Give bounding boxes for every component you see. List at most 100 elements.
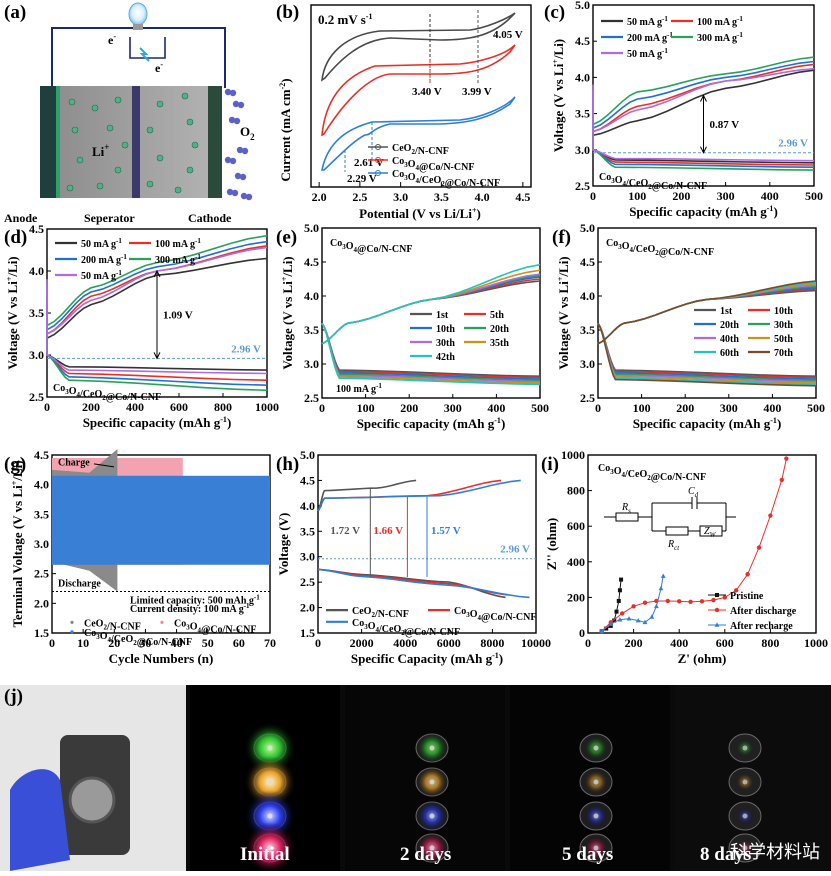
xtick-label: 30 (139, 636, 151, 650)
legend-text: 300 mA g-1 (697, 31, 743, 44)
panel-d-label: (d) (4, 227, 27, 248)
xtick-label: 200 (672, 189, 690, 203)
li-ion (146, 126, 154, 134)
led-core (593, 745, 599, 751)
y-axis-label: Terminal Voltage (V vs Li+/Li) (10, 460, 25, 627)
ytick-label: 2.5 (304, 391, 319, 405)
ytick-label: 400 (567, 555, 585, 569)
ytick-label: 3.0 (575, 143, 590, 157)
o2-atom (245, 193, 253, 201)
nyquist-line (601, 458, 787, 632)
nyquist-point (677, 599, 682, 604)
ytick-label: 4.5 (34, 448, 49, 462)
separator-label: Seperator (84, 211, 135, 225)
gap-arrow-down (700, 146, 707, 154)
panel-e-frame (321, 227, 541, 399)
nyquist-point (665, 598, 670, 604)
nyquist-point (745, 572, 750, 577)
li-ions (66, 92, 199, 194)
legend-text: 100 mA g-1 (697, 15, 743, 28)
xtick-label: 50 (202, 636, 214, 650)
legend-text: CeO2/N-CNF (352, 606, 409, 620)
nyquist-point (635, 617, 641, 623)
ytick-label: 3.5 (580, 323, 595, 337)
gap-label: 1.09 V (163, 310, 193, 322)
sample-label: Co3O4/CeO2@Co/N-CNF (53, 383, 161, 403)
peak-405: 4.05 V (493, 29, 523, 41)
o2-atom (234, 172, 242, 180)
xtick-label: 6000 (437, 636, 461, 650)
circuit-rct (665, 526, 689, 536)
legend-text: 10th (774, 306, 793, 317)
sample-label: Co3O4/CeO2@Co/N-CNF (598, 463, 706, 483)
separator-plate (132, 86, 140, 198)
sample-label: Co3O4/CeO2@Co/N-CNF (606, 238, 714, 258)
charge-curve (597, 280, 817, 345)
b-xtick-label: 3.5 (434, 190, 449, 204)
li-ion (181, 92, 189, 100)
nyquist-point (784, 456, 789, 461)
led-core (267, 845, 273, 851)
li-ion (191, 141, 199, 149)
ytick-label: 2.0 (34, 596, 49, 610)
peak-261: 2.61 V (354, 157, 384, 169)
lightning-icon (139, 47, 150, 62)
nyquist-point (617, 617, 623, 622)
nyquist-point (756, 545, 762, 550)
charge-curve (321, 263, 541, 345)
led-core (742, 845, 748, 851)
circuit-wire (638, 502, 736, 532)
xtick-label: 300 (444, 401, 462, 415)
charge-curve (317, 479, 521, 512)
xtick-label: 300 (717, 189, 735, 203)
panel-c: (c) 0 100 200 300 400 500 2.5 3.0 3.5 4.0 4.5 5.0 2.9… (544, 0, 823, 219)
discharge-curve (597, 322, 817, 387)
xtick-label: 500 (807, 401, 825, 415)
led-core (593, 845, 599, 851)
led-core (429, 813, 435, 819)
li-ion (71, 126, 79, 134)
o2-atom (229, 89, 237, 97)
b-legend-text: Co3O4@Co/N-CNF (392, 156, 474, 173)
xtick-label: 600 (170, 400, 188, 414)
legend-text: 40th (720, 334, 739, 345)
panel-b-ylabel: Current (mA cm-2) (278, 78, 293, 181)
li-ion (68, 98, 76, 106)
panel-b: (b) 2.0 2.5 3.0 3.5 4.0 4.5 0.2 mV s-1 4.05 V… (276, 2, 532, 221)
li-ion (114, 96, 122, 104)
ytick-label: 3.0 (304, 357, 319, 371)
legend-text: 70th (774, 348, 793, 359)
nyquist-point (617, 588, 622, 593)
o2-atom (237, 101, 245, 109)
panel-i-frame (587, 454, 817, 634)
xtick-label: 0 (590, 189, 596, 203)
panel-i: (i) 0 200 400 600 800 1000 0 200 400 600 800 1000 Co3… (541, 448, 828, 666)
gap-label: 1.66 V (373, 525, 403, 537)
xtick-label: 400 (763, 401, 781, 415)
xtick-label: 40 (171, 636, 183, 650)
legend-text: 42th (436, 352, 455, 363)
nyquist-point (779, 477, 784, 483)
legend-text: 50 mA g-1 (81, 237, 122, 250)
discharge-curve (321, 322, 541, 386)
li-ion (156, 100, 164, 108)
caption-initial: Initial (240, 844, 290, 865)
o2-atom (224, 88, 232, 96)
led-core (593, 779, 599, 785)
o2-atom (226, 188, 234, 196)
charge-label: Charge (58, 458, 90, 469)
ytick-label: 3.5 (575, 107, 590, 121)
x-axis-label: Specific capacity (mAh g-1) (357, 416, 506, 431)
li-ion (66, 184, 74, 192)
o2-molecules (224, 88, 253, 201)
xtick-label: 200 (82, 400, 100, 414)
panel-h-label: (h) (276, 454, 299, 475)
legend-text: Co3O4/CeO2@Co/N-CNF (84, 628, 192, 648)
ytick-label: 5.0 (300, 448, 315, 462)
ytick-label: 3.5 (300, 524, 315, 538)
legend-text: 20th (720, 320, 739, 331)
xtick-label: 100 (633, 401, 651, 415)
xtick-label: 400 (670, 636, 688, 650)
y-axis-label: Voltage (V vs Li+/Li) (556, 256, 571, 369)
legend-text: 50th (774, 334, 793, 345)
